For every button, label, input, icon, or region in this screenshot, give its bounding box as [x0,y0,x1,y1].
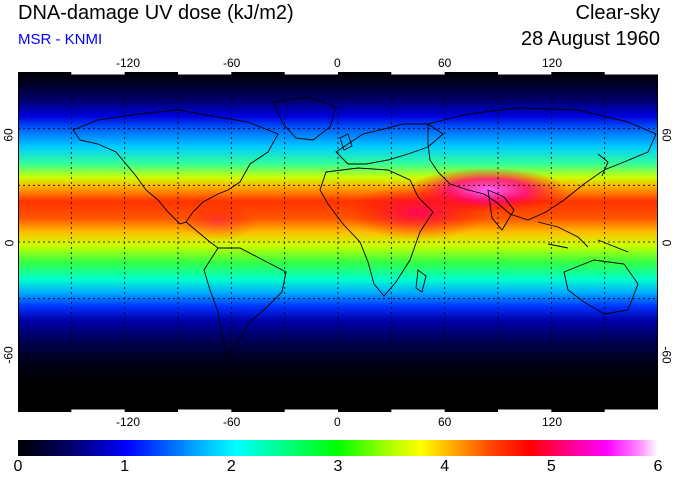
lon-tick-top-1: -120 [116,56,141,70]
sky-condition-label: Clear-sky [575,2,660,24]
lon-tick-bottom-3: 0 [334,415,341,429]
lon-tick-bottom-5: 120 [542,415,563,429]
lat-tick-left-3: -60 [1,346,16,364]
gridlines [18,72,658,412]
colorbar-tick-6: 6 [653,458,663,475]
lat-tick-right-2: 0 [659,239,674,247]
uv-hotspot-africa [348,184,488,240]
date-label: 28 August 1960 [520,28,660,50]
lon-tick-bottom-1: -120 [116,415,141,429]
lon-tick-top-5: 120 [542,56,563,70]
lat-tick-right-1: 60 [659,128,674,142]
lon-tick-top-3: 0 [334,56,341,70]
lat-tick-left-2: 0 [2,239,17,247]
colorbar-tick-5: 5 [546,458,556,475]
lat-tick-right-3: -60 [659,346,674,364]
map-title: DNA-damage UV dose (kJ/m2) [18,2,294,24]
colorbar-tick-3: 3 [333,458,343,475]
lon-tick-top-4: 60 [438,56,452,70]
lon-tick-top-2: -60 [223,56,241,70]
lon-tick-bottom-4: 60 [438,415,452,429]
colorbar-tick-2: 2 [226,458,236,475]
uv-dose-world-map [18,72,658,412]
source-label: MSR - KNMI [18,31,103,48]
colorbar-tick-4: 4 [440,458,450,475]
uv-hotspot-americas [178,204,258,240]
coastlines [72,96,658,405]
lat-tick-left-1: 60 [1,128,16,142]
lon-tick-bottom-2: -60 [223,415,241,429]
colorbar-tick-1: 1 [120,458,130,475]
colorbar [18,440,658,456]
colorbar-tick-0: 0 [13,458,23,475]
frame-ticks [71,72,658,412]
